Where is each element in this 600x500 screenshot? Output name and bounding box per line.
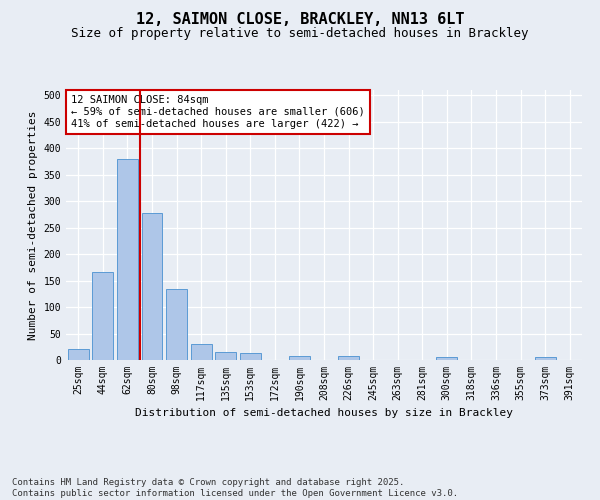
Bar	[68, 350, 89, 360]
Bar	[92, 272, 113, 360]
Bar	[215, 352, 236, 360]
Bar	[142, 213, 163, 360]
Bar	[436, 358, 457, 360]
Y-axis label: Number of semi-detached properties: Number of semi-detached properties	[28, 110, 38, 340]
Bar	[338, 356, 359, 360]
Text: 12, SAIMON CLOSE, BRACKLEY, NN13 6LT: 12, SAIMON CLOSE, BRACKLEY, NN13 6LT	[136, 12, 464, 28]
Text: Contains HM Land Registry data © Crown copyright and database right 2025.
Contai: Contains HM Land Registry data © Crown c…	[12, 478, 458, 498]
Bar	[191, 344, 212, 360]
Bar	[117, 159, 138, 360]
Bar	[535, 358, 556, 360]
Bar	[166, 288, 187, 360]
Bar	[289, 356, 310, 360]
Text: 12 SAIMON CLOSE: 84sqm
← 59% of semi-detached houses are smaller (606)
41% of se: 12 SAIMON CLOSE: 84sqm ← 59% of semi-det…	[71, 96, 365, 128]
Text: Size of property relative to semi-detached houses in Brackley: Size of property relative to semi-detach…	[71, 28, 529, 40]
X-axis label: Distribution of semi-detached houses by size in Brackley: Distribution of semi-detached houses by …	[135, 408, 513, 418]
Bar	[240, 353, 261, 360]
